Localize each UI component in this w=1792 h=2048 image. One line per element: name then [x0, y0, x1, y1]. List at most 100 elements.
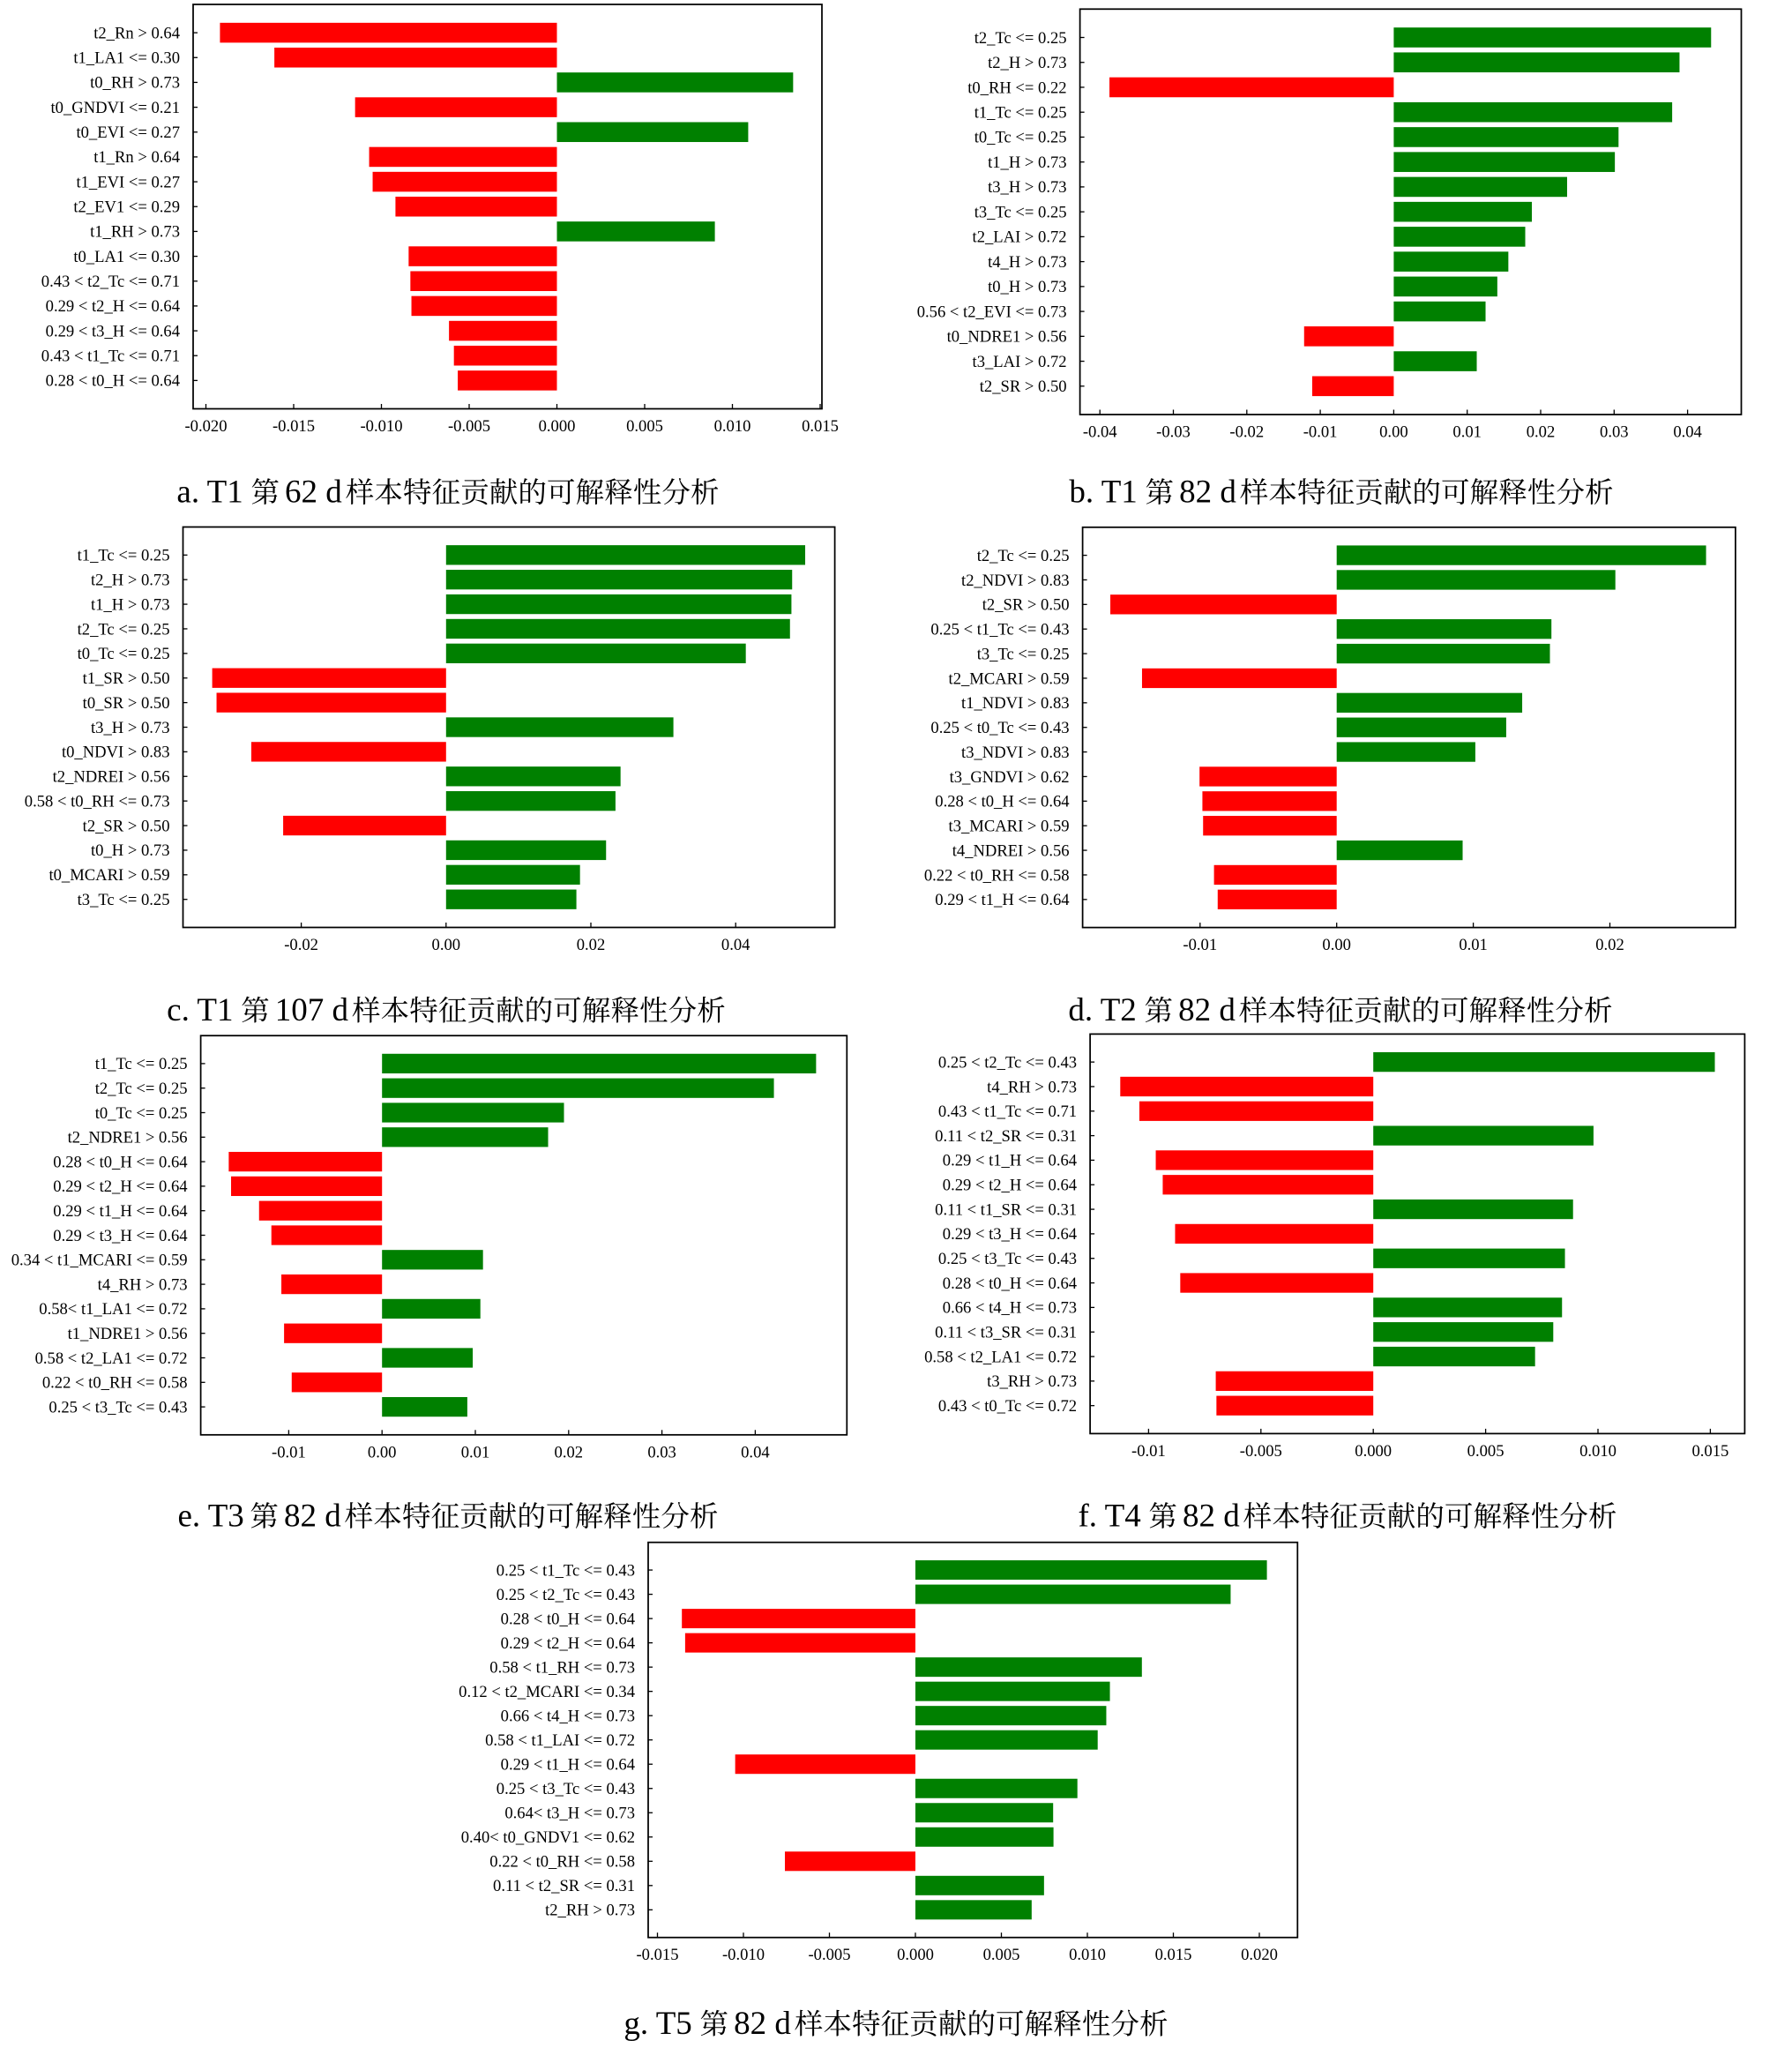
svg-text:t0_NDVI > 0.83: t0_NDVI > 0.83 [62, 744, 170, 762]
svg-text:t0_Tc <= 0.25: t0_Tc <= 0.25 [974, 129, 1067, 147]
svg-text:-0.01: -0.01 [272, 1443, 306, 1461]
svg-text:t2_H > 0.73: t2_H > 0.73 [988, 54, 1067, 72]
svg-text:g. T5: g. T5 [623, 2006, 691, 2042]
svg-text:0.015: 0.015 [802, 417, 839, 436]
svg-text:0.58 < t2_LA1 <= 0.72: 0.58 < t2_LA1 <= 0.72 [924, 1348, 1077, 1366]
svg-text:t0_H > 0.73: t0_H > 0.73 [988, 278, 1067, 296]
svg-text:a. T1: a. T1 [176, 475, 243, 511]
svg-text:-0.02: -0.02 [284, 936, 318, 954]
svg-text:0.25 < t2_Tc <= 0.43: 0.25 < t2_Tc <= 0.43 [938, 1053, 1077, 1072]
svg-text:t3_NDVI > 0.83: t3_NDVI > 0.83 [961, 744, 1070, 762]
svg-text:-0.005: -0.005 [808, 1946, 850, 1964]
svg-text:0.56 < t2_EVI <= 0.73: 0.56 < t2_EVI <= 0.73 [917, 303, 1067, 321]
svg-text:107 d: 107 d [275, 992, 349, 1028]
svg-text:t1_NDVI > 0.83: t1_NDVI > 0.83 [961, 694, 1070, 713]
svg-text:t2_Tc <= 0.25: t2_Tc <= 0.25 [977, 547, 1070, 565]
svg-text:-0.015: -0.015 [636, 1946, 678, 1964]
svg-text:0.66 < t4_H <= 0.73: 0.66 < t4_H <= 0.73 [943, 1299, 1077, 1318]
svg-text:0.34 < t1_MCARI <= 0.59: 0.34 < t1_MCARI <= 0.59 [11, 1252, 188, 1270]
svg-text:0.29 < t2_H <= 0.64: 0.29 < t2_H <= 0.64 [943, 1177, 1077, 1195]
svg-text:t0_Tc <= 0.25: t0_Tc <= 0.25 [95, 1104, 188, 1123]
svg-text:0.29 < t3_H <= 0.64: 0.29 < t3_H <= 0.64 [53, 1227, 187, 1245]
svg-text:0.02: 0.02 [1595, 936, 1624, 954]
svg-text:-0.020: -0.020 [184, 417, 227, 436]
svg-text:t0_SR > 0.50: t0_SR > 0.50 [83, 694, 170, 713]
svg-text:0.43 < t2_Tc <= 0.71: 0.43 < t2_Tc <= 0.71 [41, 273, 180, 291]
svg-text:t0_EVI <= 0.27: t0_EVI <= 0.27 [76, 123, 180, 142]
svg-text:0.22 < t0_RH <= 0.58: 0.22 < t0_RH <= 0.58 [489, 1853, 635, 1872]
svg-text:0.58 < t2_LA1 <= 0.72: 0.58 < t2_LA1 <= 0.72 [35, 1349, 188, 1368]
svg-text:t4_RH > 0.73: t4_RH > 0.73 [98, 1275, 188, 1294]
svg-text:0.11 < t2_SR <= 0.31: 0.11 < t2_SR <= 0.31 [493, 1877, 635, 1895]
svg-text:0.58 < t1_LAI <= 0.72: 0.58 < t1_LAI <= 0.72 [485, 1731, 635, 1750]
svg-text:t3_H > 0.73: t3_H > 0.73 [988, 178, 1067, 197]
svg-text:0.010: 0.010 [1579, 1442, 1617, 1461]
svg-text:0.02: 0.02 [1527, 423, 1556, 442]
svg-text:t0_NDRE1 > 0.56: t0_NDRE1 > 0.56 [947, 328, 1067, 347]
svg-text:t3_Tc <= 0.25: t3_Tc <= 0.25 [974, 203, 1067, 221]
svg-text:0.11 < t3_SR <= 0.31: 0.11 < t3_SR <= 0.31 [935, 1324, 1077, 1342]
svg-text:-0.015: -0.015 [273, 417, 315, 436]
svg-text:-0.010: -0.010 [360, 417, 402, 436]
svg-text:t4_H > 0.73: t4_H > 0.73 [988, 253, 1067, 272]
svg-text:0.005: 0.005 [626, 417, 663, 436]
svg-text:0.43 < t1_Tc <= 0.71: 0.43 < t1_Tc <= 0.71 [41, 348, 180, 366]
svg-text:t3_GNDVI > 0.62: t3_GNDVI > 0.62 [950, 768, 1070, 787]
svg-text:0.22 < t0_RH <= 0.58: 0.22 < t0_RH <= 0.58 [924, 866, 1070, 885]
svg-text:t3_Tc <= 0.25: t3_Tc <= 0.25 [78, 891, 170, 909]
svg-text:t1_NDRE1 > 0.56: t1_NDRE1 > 0.56 [68, 1325, 188, 1343]
svg-text:0.00: 0.00 [1379, 423, 1408, 442]
svg-text:0.25 < t2_Tc <= 0.43: 0.25 < t2_Tc <= 0.43 [497, 1586, 635, 1604]
svg-text:t2_RH > 0.73: t2_RH > 0.73 [545, 1902, 635, 1920]
svg-text:0.40< t0_GNDV1 <= 0.62: 0.40< t0_GNDV1 <= 0.62 [461, 1828, 635, 1847]
svg-text:d. T2: d. T2 [1068, 992, 1136, 1028]
svg-text:c. T1: c. T1 [167, 992, 233, 1028]
svg-text:0.000: 0.000 [897, 1946, 934, 1964]
svg-text:t0_Tc <= 0.25: t0_Tc <= 0.25 [78, 645, 170, 663]
svg-text:0.010: 0.010 [714, 417, 751, 436]
svg-text:82 d: 82 d [284, 1498, 341, 1534]
svg-text:t1_EVI <= 0.27: t1_EVI <= 0.27 [76, 173, 180, 191]
svg-text:t2_Rn > 0.64: t2_Rn > 0.64 [93, 24, 180, 42]
svg-text:0.58 < t1_RH <= 0.73: 0.58 < t1_RH <= 0.73 [489, 1658, 635, 1677]
svg-text:t0_MCARI > 0.59: t0_MCARI > 0.59 [49, 866, 169, 885]
svg-text:e. T3: e. T3 [177, 1498, 243, 1534]
svg-text:0.58 < t0_RH <= 0.73: 0.58 < t0_RH <= 0.73 [25, 792, 170, 811]
svg-text:t1_Rn > 0.64: t1_Rn > 0.64 [93, 148, 180, 167]
svg-text:0.66 < t4_H <= 0.73: 0.66 < t4_H <= 0.73 [501, 1707, 635, 1725]
svg-text:0.005: 0.005 [1467, 1442, 1505, 1461]
svg-text:t1_H > 0.73: t1_H > 0.73 [988, 153, 1067, 172]
svg-text:0.015: 0.015 [1155, 1946, 1192, 1964]
svg-text:0.29 < t2_H <= 0.64: 0.29 < t2_H <= 0.64 [53, 1177, 187, 1196]
svg-text:t2_SR > 0.50: t2_SR > 0.50 [980, 377, 1067, 396]
svg-text:62 d: 62 d [285, 475, 342, 511]
svg-text:t3_Tc <= 0.25: t3_Tc <= 0.25 [977, 645, 1070, 663]
svg-text:-0.01: -0.01 [1183, 936, 1217, 954]
svg-text:t2_SR > 0.50: t2_SR > 0.50 [982, 596, 1070, 615]
svg-text:t2_MCARI > 0.59: t2_MCARI > 0.59 [949, 669, 1070, 688]
svg-text:0.00: 0.00 [432, 936, 461, 954]
svg-text:0.01: 0.01 [461, 1443, 490, 1461]
svg-text:0.005: 0.005 [983, 1946, 1020, 1964]
svg-text:0.00: 0.00 [368, 1443, 397, 1461]
svg-text:0.25 < t3_Tc <= 0.43: 0.25 < t3_Tc <= 0.43 [497, 1780, 635, 1798]
svg-text:0.29 < t1_H <= 0.64: 0.29 < t1_H <= 0.64 [935, 891, 1069, 909]
svg-text:0.28 < t0_H <= 0.64: 0.28 < t0_H <= 0.64 [935, 793, 1069, 811]
svg-text:0.020: 0.020 [1241, 1946, 1278, 1964]
svg-text:t2_NDVI > 0.83: t2_NDVI > 0.83 [961, 572, 1070, 590]
svg-text:0.29 < t1_H <= 0.64: 0.29 < t1_H <= 0.64 [943, 1152, 1077, 1170]
svg-text:-0.03: -0.03 [1156, 423, 1191, 442]
svg-text:-0.010: -0.010 [722, 1946, 765, 1964]
svg-text:t0_H > 0.73: t0_H > 0.73 [91, 841, 170, 860]
svg-text:t4_NDREI > 0.56: t4_NDREI > 0.56 [952, 841, 1070, 860]
svg-text:t2_LAI > 0.72: t2_LAI > 0.72 [973, 228, 1067, 247]
svg-text:0.02: 0.02 [555, 1443, 584, 1461]
svg-text:t2_Tc <= 0.25: t2_Tc <= 0.25 [974, 29, 1067, 48]
svg-text:0.58< t1_LA1 <= 0.72: 0.58< t1_LA1 <= 0.72 [39, 1300, 187, 1319]
svg-text:t1_Tc <= 0.25: t1_Tc <= 0.25 [974, 104, 1067, 123]
svg-text:t2_EV1 <= 0.29: t2_EV1 <= 0.29 [73, 198, 180, 217]
svg-text:0.28 < t0_H <= 0.64: 0.28 < t0_H <= 0.64 [53, 1153, 187, 1171]
svg-text:t1_LA1 <= 0.30: t1_LA1 <= 0.30 [73, 49, 180, 68]
svg-text:t2_NDRE1 > 0.56: t2_NDRE1 > 0.56 [68, 1129, 188, 1147]
svg-text:t1_SR > 0.50: t1_SR > 0.50 [83, 669, 170, 688]
